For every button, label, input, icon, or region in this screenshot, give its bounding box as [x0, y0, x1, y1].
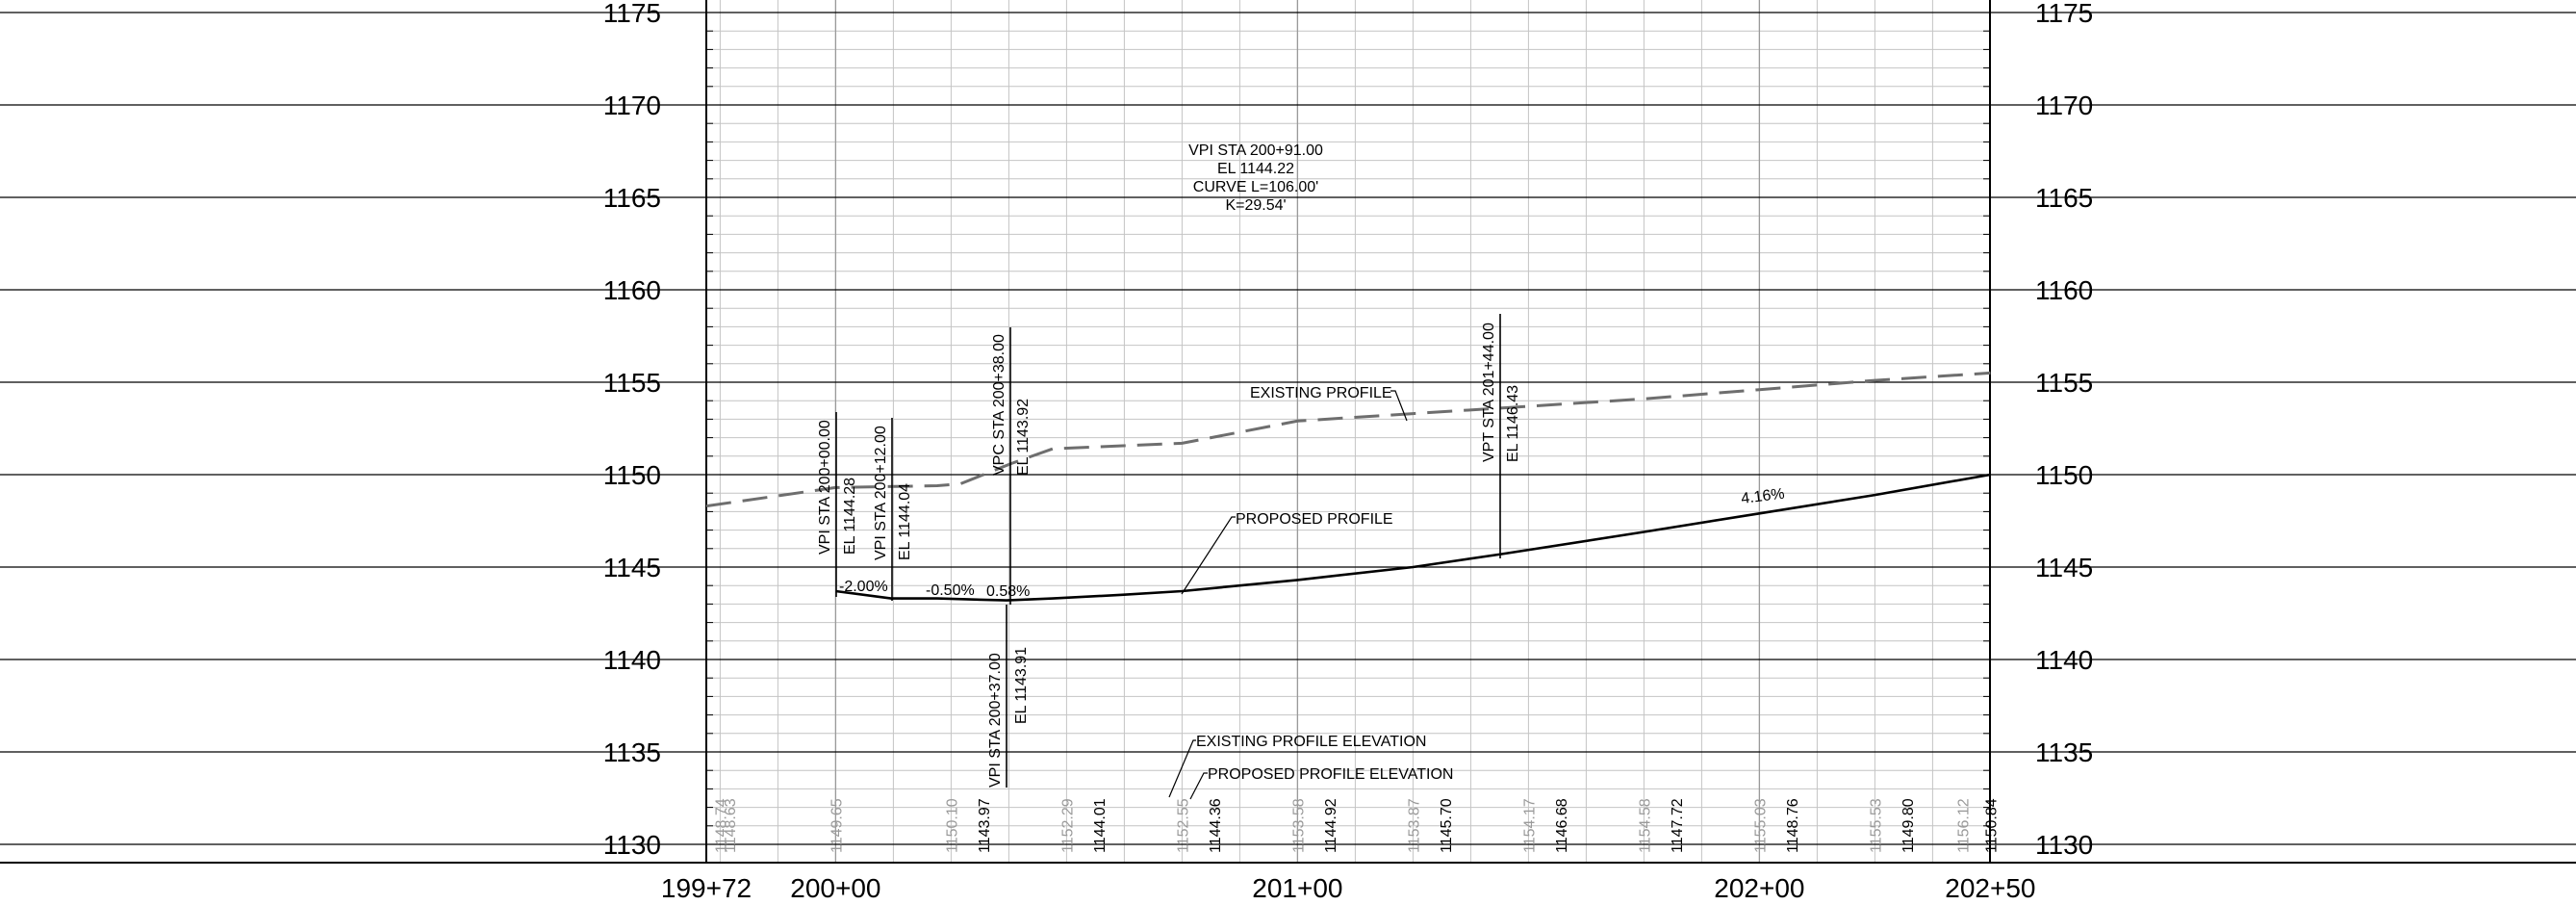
minor-grid [706, 30, 1990, 827]
elevation-label-left: 1155 [603, 368, 661, 398]
elevation-label-left: 1130 [603, 830, 661, 860]
vpi-200-00-station: VPI STA 200+00.00 [817, 420, 833, 555]
existing-elevation-value: 1152.55 [1175, 798, 1191, 853]
axis-ticks [706, 12, 1990, 845]
vpi-200-12-station: VPI STA 200+12.00 [873, 426, 889, 560]
grade-label-1: -2.00% [839, 579, 888, 595]
station-label: 201+00 [1252, 873, 1342, 903]
vpt-201-44-station: VPT STA 201+44.00 [1481, 323, 1497, 462]
elevation-label-left: 1145 [603, 553, 661, 582]
elevation-label-right: 1170 [2035, 90, 2093, 120]
elevation-labels-left: 1175 1170 1165 1160 1155 1150 1145 1140 1135 1130 [603, 0, 661, 860]
existing-elevation-value: 1155.53 [1868, 798, 1884, 853]
elevation-label-right: 1145 [2035, 553, 2093, 582]
grade-label-2: -0.50% [926, 582, 975, 599]
curve-vpi-station: VPI STA 200+91.00 [1188, 142, 1323, 159]
existing-profile-elevation-label: EXISTING PROFILE ELEVATION [1196, 734, 1426, 750]
existing-elevation-value: 1154.58 [1637, 798, 1653, 853]
existing-elevation-value: 1155.03 [1752, 798, 1769, 853]
existing-elevation-value: 1150.10 [944, 798, 960, 853]
proposed-elevation-value: 1150.84 [1983, 798, 2000, 853]
existing-profile-leader [1390, 390, 1408, 422]
vpi-200-37-elevation: EL 1143.91 [1013, 647, 1030, 724]
curve-length: CURVE L=106.00' [1193, 179, 1318, 195]
elevation-label-right: 1155 [2035, 368, 2093, 398]
station-grid [719, 0, 1933, 863]
proposed-elevation-value: 1144.92 [1323, 798, 1339, 853]
grade-label-3: 0.58% [986, 583, 1030, 600]
elevation-labels-right: 1175 1170 1165 1160 1155 1150 1145 1140 1135 1130 [2035, 0, 2093, 860]
elevation-label-left: 1140 [603, 645, 661, 675]
existing-profile-line [705, 371, 1991, 508]
existing-elevation-value: 1152.29 [1059, 798, 1076, 853]
existing-elevation-value: 1149.65 [829, 798, 845, 853]
vpi-200-00-elevation: EL 1144.28 [842, 478, 858, 555]
elevation-label-right: 1130 [2035, 830, 2093, 860]
proposed-elevation-value: 1148.76 [1785, 798, 1801, 853]
elevation-label-right: 1135 [2035, 737, 2093, 767]
curve-k-value: K=29.54' [1225, 197, 1286, 214]
existing-elevation-value: 1148.63 [723, 798, 739, 853]
vpc-200-38-elevation: EL 1143.92 [1015, 399, 1032, 476]
elevation-label-right: 1140 [2035, 645, 2093, 675]
proposed-elevation-value: 1144.01 [1092, 798, 1109, 853]
curve-vpi-elevation: EL 1144.22 [1217, 161, 1294, 177]
station-label: 202+50 [1945, 873, 2035, 903]
proposed-elevation-value: 1145.70 [1439, 798, 1455, 853]
proposed-profile-leader [1181, 516, 1236, 595]
existing-profile-label: EXISTING PROFILE [1250, 385, 1392, 401]
station-label: 199+72 [661, 873, 752, 903]
elevation-grid [0, 12, 2576, 845]
vpt-201-44-elevation: EL 1146.43 [1505, 385, 1521, 462]
proposed-elevation-value: 1143.97 [977, 798, 993, 853]
proposed-profile-label: PROPOSED PROFILE [1236, 511, 1393, 528]
proposed-profile-line [835, 473, 1991, 602]
proposed-elevation-value: 1146.68 [1554, 798, 1570, 853]
proposed-elevation-value: 1147.72 [1670, 798, 1686, 853]
existing-profile-elevation-leader [1168, 739, 1196, 798]
elevation-label-right: 1165 [2035, 183, 2093, 213]
vpc-200-38-station: VPC STA 200+38.00 [991, 334, 1007, 476]
vpi-200-12-elevation: EL 1144.04 [897, 483, 913, 560]
existing-elevation-value: 1148.74 [713, 798, 729, 853]
elevation-label-left: 1135 [603, 737, 661, 767]
elevation-label-left: 1160 [603, 275, 661, 305]
proposed-elevation-value: 1149.80 [1900, 798, 1917, 853]
existing-elevation-value: 1154.17 [1521, 798, 1538, 853]
proposed-elevation-value: 1144.36 [1208, 798, 1224, 853]
elevation-label-right: 1150 [2035, 460, 2093, 490]
vpi-200-37-station: VPI STA 200+37.00 [987, 653, 1004, 788]
elevation-label-right: 1160 [2035, 275, 2093, 305]
station-labels: 199+72 200+00 201+00 202+00 202+50 [661, 873, 2036, 903]
elevation-label-left: 1170 [603, 90, 661, 120]
existing-elevation-value: 1153.58 [1290, 798, 1307, 853]
station-label: 200+00 [790, 873, 880, 903]
existing-elevation-value: 1153.87 [1406, 798, 1422, 853]
grade-label-4: 4.16% [1740, 486, 1785, 507]
existing-elevation-value: 1156.12 [1956, 798, 1973, 853]
elevation-label-left: 1150 [603, 460, 661, 490]
elevation-label-right: 1175 [2035, 0, 2093, 28]
proposed-profile-elevation-leader [1189, 772, 1208, 800]
proposed-profile-elevation-label: PROPOSED PROFILE ELEVATION [1208, 766, 1453, 783]
elevation-label-left: 1175 [603, 0, 661, 28]
station-label: 202+00 [1714, 873, 1804, 903]
elevation-label-left: 1165 [603, 183, 661, 213]
